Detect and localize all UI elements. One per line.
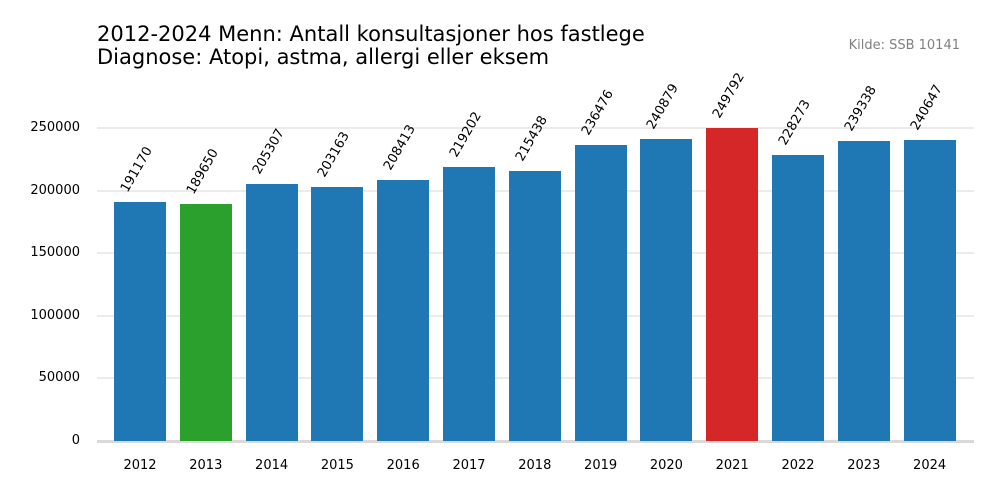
x-axis-line <box>97 440 974 443</box>
x-tick-label: 2014 <box>255 458 289 473</box>
y-tick-label: 250000 <box>30 120 80 135</box>
bar-2015 <box>311 186 364 441</box>
x-tick-label: 2013 <box>189 458 223 473</box>
x-tick-label: 2019 <box>584 458 618 473</box>
x-tick-label: 2012 <box>123 458 157 473</box>
chart-title-line2: Diagnose: Atopi, astma, allergi eller ek… <box>97 45 550 69</box>
bar-value-label: 205307 <box>249 126 288 177</box>
source-label: Kilde: SSB 10141 <box>848 38 960 53</box>
x-tick-label: 2020 <box>649 458 683 473</box>
x-tick-label: 2015 <box>320 458 354 473</box>
bar-value-label: 228273 <box>776 97 814 149</box>
bar-2023 <box>837 141 890 441</box>
bar-value-label: 215438 <box>512 113 551 165</box>
bar-2021 <box>706 128 759 441</box>
bar-value-label: 203163 <box>315 129 354 180</box>
bar-value-label: 219202 <box>447 109 485 160</box>
bar-value-label: 240879 <box>644 81 683 133</box>
bar-value-label: 240647 <box>907 82 946 133</box>
x-tick-label: 2021 <box>715 458 749 473</box>
bar-2018 <box>508 171 561 441</box>
bar-2020 <box>640 139 693 441</box>
bar-2017 <box>443 166 495 441</box>
gridline <box>97 127 974 129</box>
x-tick-label: 2023 <box>847 458 881 473</box>
x-tick-label: 2017 <box>452 458 486 473</box>
bar-2022 <box>772 155 824 441</box>
bar-2012 <box>114 201 166 441</box>
bar-value-label: 249792 <box>710 70 749 122</box>
x-tick-label: 2016 <box>386 458 420 473</box>
bar-value-label: 236476 <box>578 87 617 138</box>
bar-value-label: 191170 <box>118 144 156 195</box>
chart-title-line1: 2012-2024 Menn: Antall konsultasjoner ho… <box>97 22 645 46</box>
bar-2016 <box>377 180 430 441</box>
bar-2014 <box>245 183 298 441</box>
y-tick-label: 150000 <box>30 245 80 261</box>
x-tick-label: 2024 <box>913 458 947 473</box>
y-tick-label: 50000 <box>38 370 80 386</box>
y-tick-label: 100000 <box>30 307 80 323</box>
bar-2019 <box>574 144 627 441</box>
x-tick-label: 2018 <box>518 458 552 473</box>
y-tick-label: 0 <box>71 433 80 448</box>
y-tick-label: 200000 <box>30 182 80 198</box>
bar-2013 <box>179 203 232 441</box>
chart-title: 2012-2024 Menn: Antall konsultasjoner ho… <box>97 23 645 69</box>
bar-2024 <box>903 139 956 441</box>
bar-value-label: 208413 <box>381 122 420 174</box>
x-tick-label: 2022 <box>781 458 815 473</box>
